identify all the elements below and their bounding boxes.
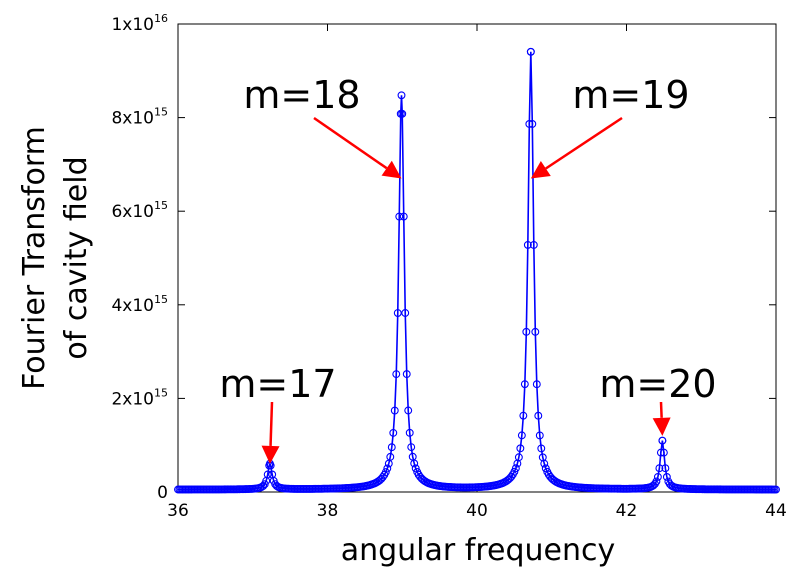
annotation-arrow-shaft	[313, 116, 388, 170]
data-point	[534, 411, 543, 420]
data-point	[390, 406, 399, 415]
data-point	[541, 464, 550, 473]
data-point	[653, 472, 662, 481]
data-point	[411, 464, 420, 473]
data-point	[661, 464, 670, 473]
annotation-arrow-head	[261, 445, 280, 464]
data-point	[389, 428, 398, 437]
data-point	[529, 240, 538, 249]
data-point	[395, 212, 404, 221]
data-point	[526, 47, 535, 56]
data-point	[519, 411, 528, 420]
data-point	[386, 452, 395, 461]
annotation-arrow-head	[381, 160, 402, 179]
data-point	[662, 473, 671, 481]
y-tick-label: 2x1015	[111, 386, 168, 409]
annotation-arrow-head	[530, 160, 551, 179]
data-point	[658, 436, 667, 445]
annotation-arrow-head	[652, 417, 671, 436]
data-point	[537, 444, 546, 453]
data-point	[520, 380, 529, 389]
y-tick-label: 4x1015	[111, 293, 168, 316]
data-point	[535, 431, 544, 440]
data-point	[532, 380, 541, 389]
annotation-arrow-shaft	[269, 401, 274, 446]
y-tick-label: 1x1016	[111, 12, 168, 35]
data-point	[652, 477, 661, 486]
peak-annotations: m=17 m=18 m=19 m=20	[219, 73, 717, 464]
x-tick-label: 36	[167, 501, 189, 521]
data-point	[510, 467, 519, 476]
data-point	[392, 370, 401, 379]
data-point	[387, 443, 396, 452]
data-point	[404, 406, 413, 415]
data-point	[398, 109, 407, 118]
data-point	[772, 485, 780, 494]
data-point	[263, 470, 272, 479]
y-tick-label: 0	[157, 483, 168, 503]
x-tick-label: 38	[317, 501, 339, 521]
y-axis-title-line-2: of cavity field	[59, 156, 94, 359]
data-point	[540, 459, 549, 468]
annotation-label-m19: m=19	[572, 73, 689, 117]
y-axis-ticks: 0 2x1015 4x1015 6x1015 8x1015 1x1016	[111, 12, 776, 503]
data-point	[655, 464, 664, 473]
data-point	[511, 464, 520, 473]
annotation-arrow-shaft	[659, 401, 663, 418]
x-tick-label: 44	[765, 501, 787, 521]
data-point	[522, 327, 531, 336]
series-fourier-transform	[174, 47, 780, 494]
data-point	[531, 327, 540, 336]
y-axis-title-line-1: Fourier Transform	[17, 126, 52, 390]
data-point	[393, 309, 402, 317]
x-tick-label: 40	[466, 501, 488, 521]
data-point	[659, 448, 668, 457]
data-point	[410, 459, 419, 468]
data-point	[514, 453, 523, 462]
y-tick-label: 8x1015	[111, 106, 168, 129]
annotation-label-m20: m=20	[599, 362, 716, 406]
data-point	[381, 468, 390, 477]
data-point	[399, 212, 408, 221]
data-point	[525, 120, 534, 128]
annotation-arrow-shaft	[545, 116, 623, 170]
data-point	[516, 444, 525, 453]
data-point	[405, 428, 414, 437]
x-axis-title: angular frequency	[341, 533, 616, 568]
data-point	[407, 443, 416, 452]
series-line	[178, 51, 776, 491]
annotation-label-m17: m=17	[219, 362, 336, 406]
data-point	[383, 464, 392, 473]
data-point	[402, 370, 411, 379]
data-point	[523, 240, 532, 249]
y-tick-label: 6x1015	[111, 199, 168, 222]
data-point	[397, 91, 406, 100]
data-point	[517, 431, 526, 440]
annotation-label-m18: m=18	[243, 73, 360, 117]
data-point	[401, 309, 410, 317]
data-point	[656, 448, 665, 457]
x-tick-label: 42	[616, 501, 638, 521]
data-point	[528, 120, 537, 128]
